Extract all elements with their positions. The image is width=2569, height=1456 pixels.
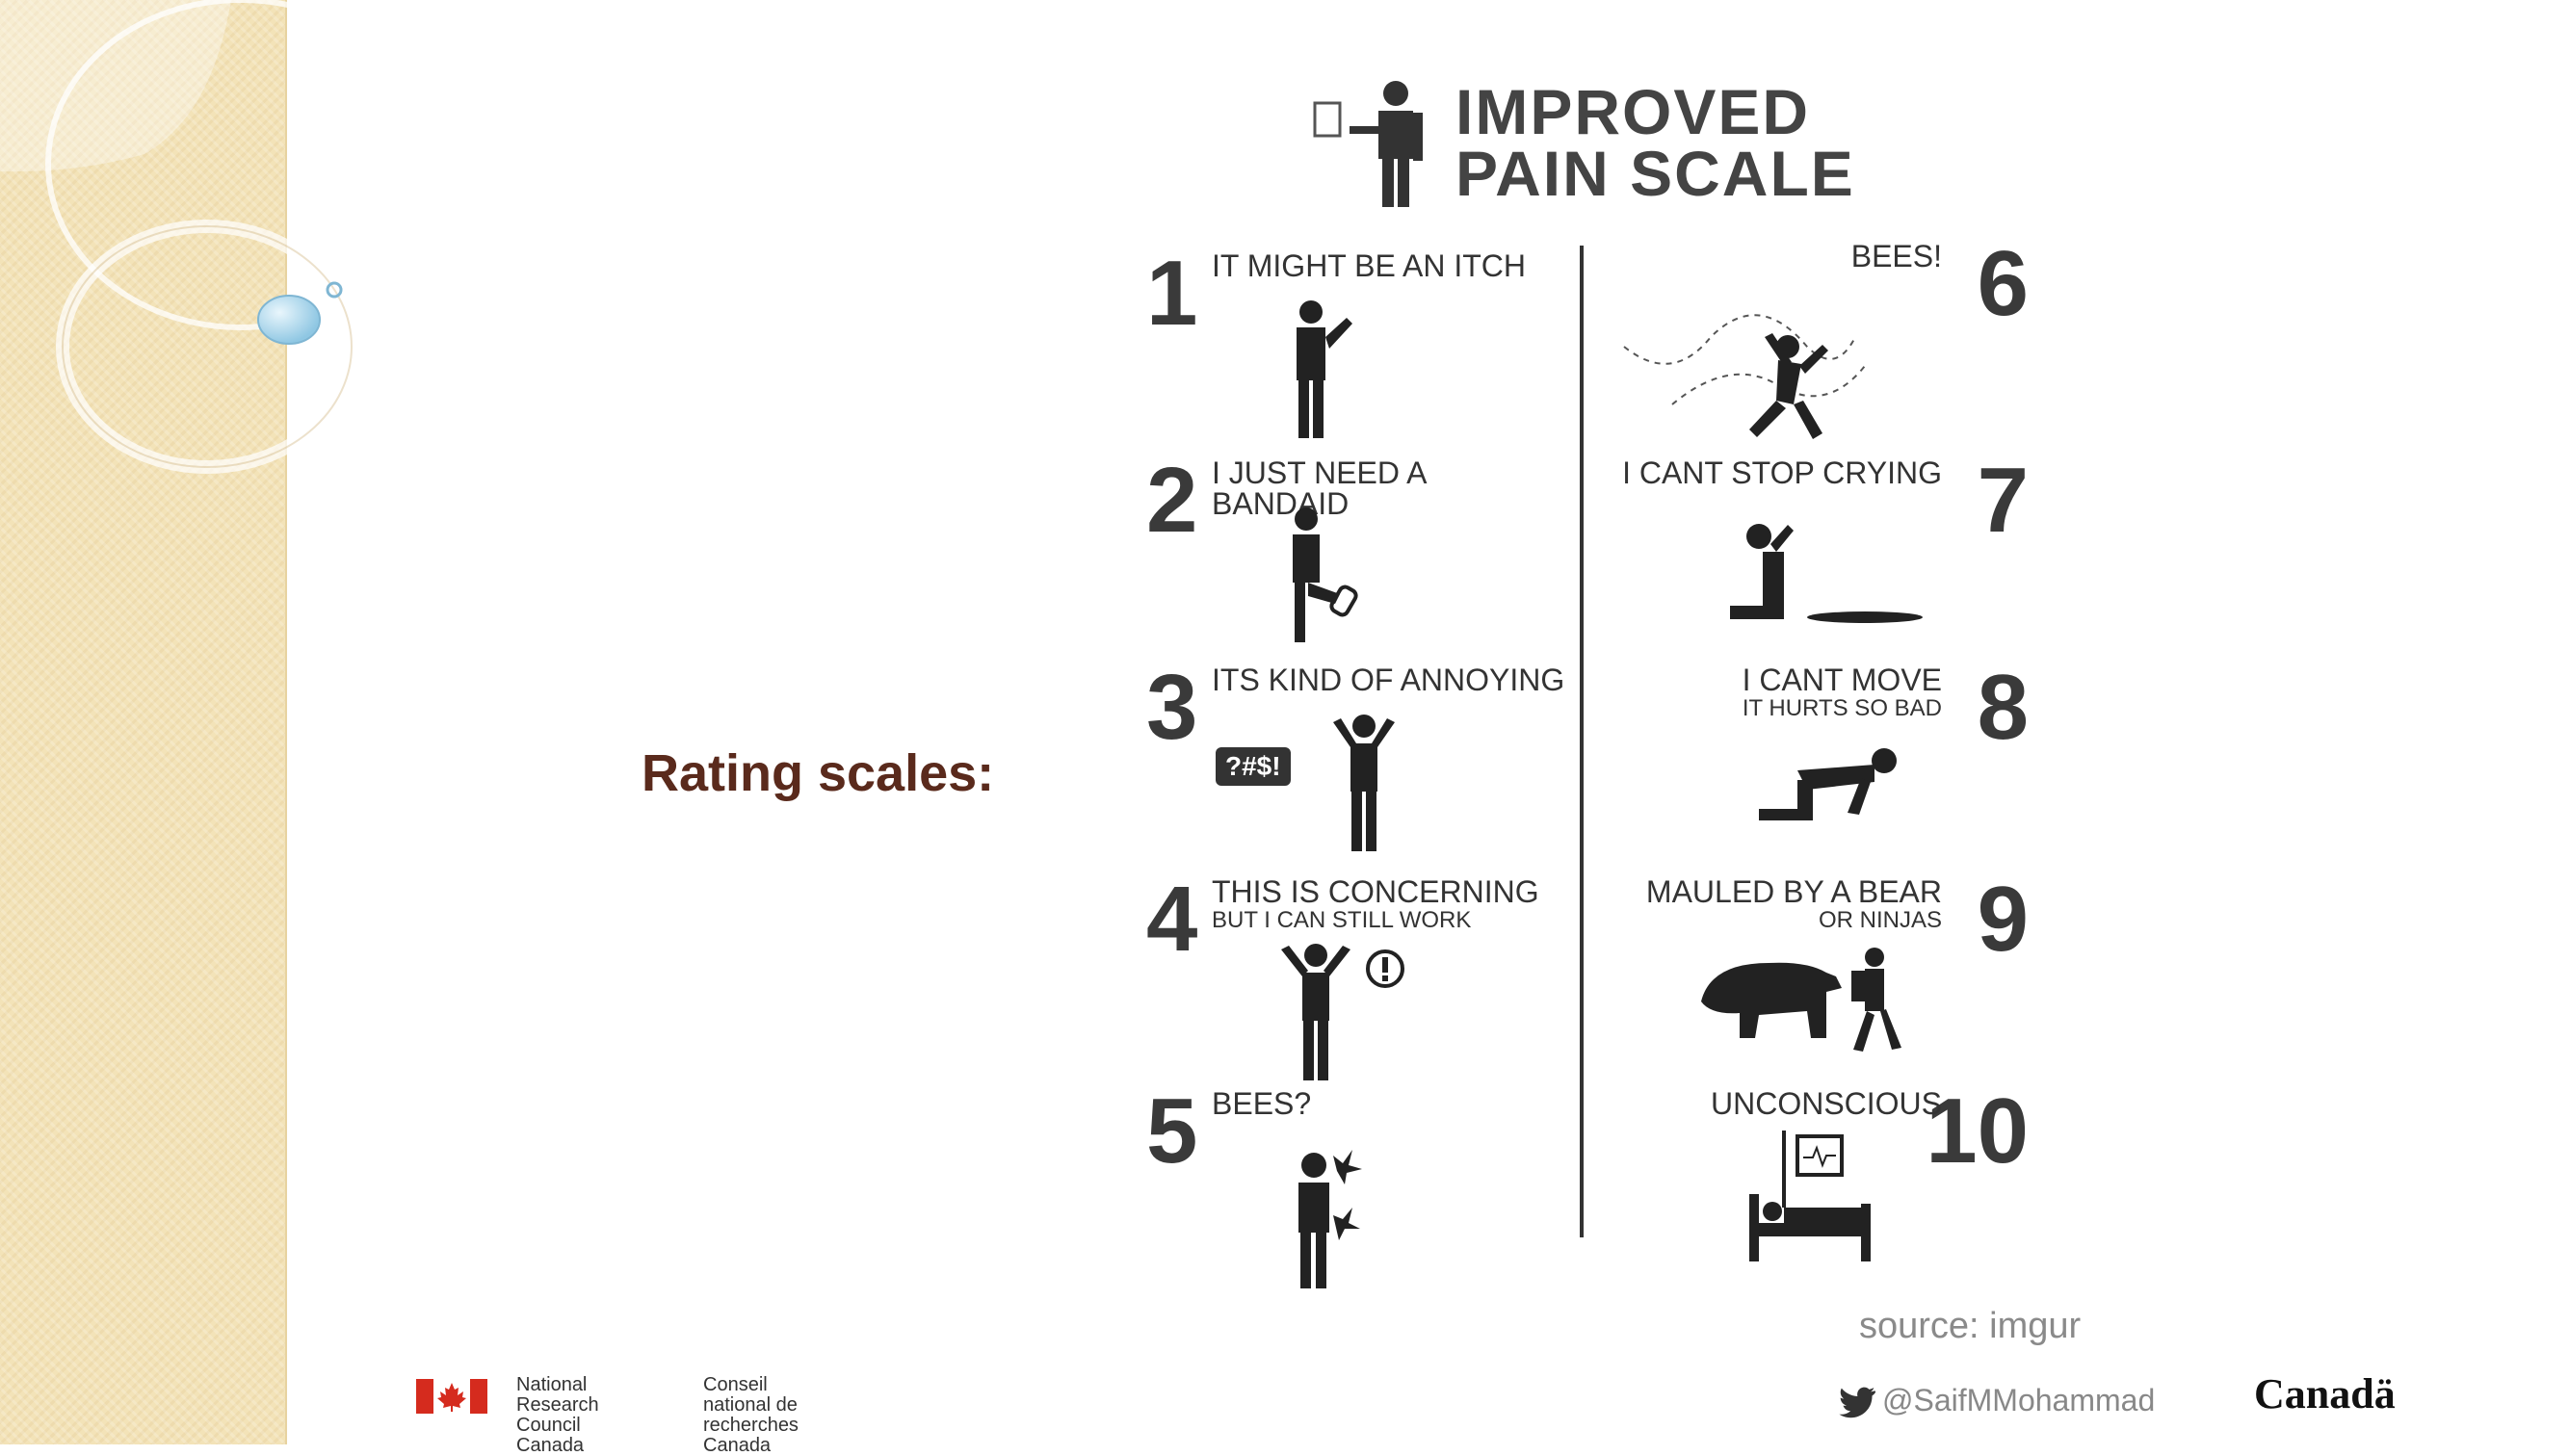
pain-level-number: 8 <box>1977 656 2029 759</box>
pain-level-label: MAULED BY A BEAR <box>1645 874 1942 909</box>
bubble-decoration <box>257 281 343 345</box>
pain-level-label: IT MIGHT BE AN ITCH <box>1212 248 1526 283</box>
crying-figure-icon <box>1730 524 1923 623</box>
stung-figure-icon <box>1298 1150 1362 1288</box>
pain-level-6: 6 BEES! <box>1595 231 2038 439</box>
sidebar-decoration <box>0 0 366 1444</box>
nrc-fr-line2: recherches Canada <box>703 1415 799 1456</box>
scratching-figure-icon <box>1297 300 1352 438</box>
decorative-rings <box>0 0 366 474</box>
image-source-caption: source: imgur <box>1859 1306 2082 1346</box>
twitter-bird-icon <box>1839 1387 1876 1418</box>
slide-title: Rating scales: <box>642 744 995 802</box>
pain-level-label: I CANT MOVE <box>1742 663 1942 697</box>
poster-title-line2: PAIN SCALE <box>1455 138 1855 209</box>
pain-level-number: 4 <box>1146 868 1198 971</box>
pain-level-label: I CANT STOP CRYING <box>1622 455 1942 490</box>
pain-level-number: 2 <box>1146 449 1198 552</box>
poster-divider <box>1580 246 1584 1237</box>
nrc-french-name: Conseil national de recherches Canada <box>703 1375 799 1456</box>
nrc-en-line2: Council Canada <box>516 1415 585 1456</box>
pain-level-4: 4 THIS IS CONCERNING BUT I CAN STILL WOR… <box>1123 867 1566 1080</box>
pain-level-number: 5 <box>1146 1079 1198 1183</box>
pain-level-7: 7 I CANT STOP CRYING <box>1595 448 2038 650</box>
pain-level-label: BEES! <box>1850 239 1942 273</box>
pain-level-sublabel: OR NINJAS <box>1818 907 1942 933</box>
pain-level-sublabel: BUT I CAN STILL WORK <box>1212 907 1472 933</box>
nrc-english-name: National Research Council Canada <box>516 1375 599 1456</box>
canada-wordmark: Canadä <box>2254 1370 2396 1417</box>
swearing-speech-bubble: ?#$! <box>1216 747 1291 786</box>
poster-title: IMPROVED PAIN SCALE <box>1455 76 1855 209</box>
pain-level-number: 9 <box>1977 868 2029 971</box>
pain-level-2: 2 I JUST NEED A BANDAID <box>1123 448 1566 650</box>
pain-level-label: UNCONSCIOUS <box>1710 1086 1942 1121</box>
poster-title-line1: IMPROVED <box>1455 76 1811 147</box>
pain-level-1: 1 IT MIGHT BE AN ITCH <box>1123 241 1566 443</box>
pain-level-label: ITS KIND OF ANNOYING <box>1212 663 1565 697</box>
pain-level-number: 1 <box>1146 242 1198 345</box>
pain-level-number: 7 <box>1977 449 2029 552</box>
pain-level-number: 10 <box>1926 1079 2029 1183</box>
pain-scale-poster: IMPROVED PAIN SCALE 1 IT MIGHT BE AN ITC… <box>1123 58 2058 1290</box>
pain-level-5: 5 BEES? <box>1123 1079 1566 1288</box>
crawling-figure-icon <box>1759 748 1897 820</box>
bandaid-figure-icon <box>1293 507 1358 642</box>
pain-level-sublabel: IT HURTS SO BAD <box>1742 695 1942 721</box>
bee-chased-figure-icon <box>1623 314 1866 439</box>
pain-level-label: BEES? <box>1212 1086 1312 1121</box>
concerned-figure-icon <box>1281 944 1404 1080</box>
pain-level-label: I JUST NEED A BANDAID <box>1212 455 1426 521</box>
pain-level-8: 8 I CANT MOVE IT HURTS SO BAD <box>1595 655 2038 857</box>
pain-level-label: THIS IS CONCERNING <box>1212 874 1539 909</box>
pain-level-9: 9 MAULED BY A BEAR OR NINJAS <box>1595 867 2038 1069</box>
doctor-icon <box>1313 81 1423 207</box>
pain-level-number: 6 <box>1977 232 2029 335</box>
nrc-fr-line1: Conseil national de <box>703 1374 798 1416</box>
pain-level-number: 3 <box>1146 656 1198 759</box>
frustrated-figure-icon <box>1333 715 1395 851</box>
nrc-en-line1: National Research <box>516 1374 599 1416</box>
hospital-bed-icon <box>1749 1131 1871 1261</box>
pain-level-10: 10 UNCONSCIOUS <box>1595 1079 2038 1281</box>
canadian-flag-icon <box>416 1379 487 1414</box>
twitter-handle: @SaifMMohammad <box>1882 1383 2155 1418</box>
bear-and-hiker-icon <box>1701 948 1901 1052</box>
pain-level-3: 3 ITS KIND OF ANNOYING ?#$! <box>1123 655 1566 857</box>
twitter-handle-text: @SaifMMohammad <box>1882 1383 2156 1417</box>
